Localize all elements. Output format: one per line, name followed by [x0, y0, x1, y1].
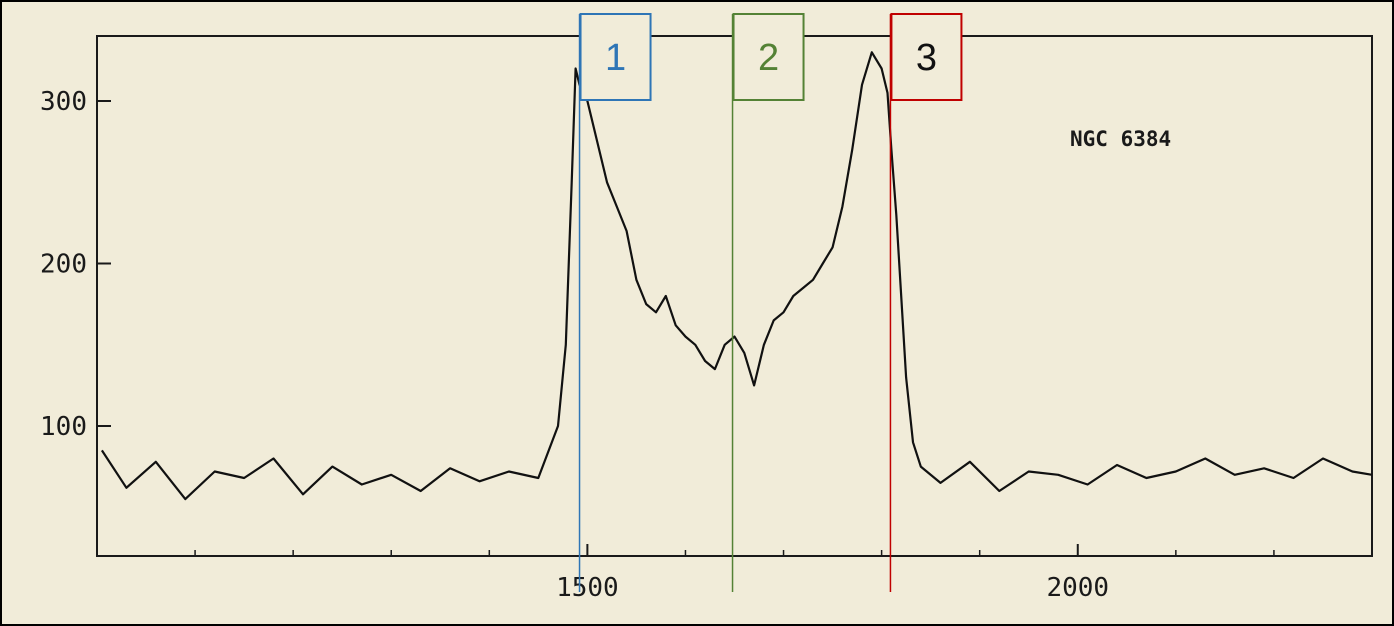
y-tick-label: 200	[40, 250, 87, 280]
y-ticks: 100 200 300	[40, 87, 111, 442]
annotation-label: NGC 6384	[1070, 127, 1171, 151]
spectrum-line	[100, 51, 1373, 501]
marker-label-3: 3	[916, 37, 937, 79]
x-ticks: 1500 2000	[194, 544, 1275, 603]
y-tick-label: 100	[40, 412, 87, 442]
marker-label-1: 1	[605, 37, 626, 79]
marker-box-3	[890, 13, 963, 101]
y-tick-label: 300	[40, 87, 87, 117]
marker-label-2: 2	[758, 37, 779, 79]
marker-box-1	[579, 13, 652, 101]
x-tick-label: 2000	[1046, 573, 1109, 603]
marker-box-2	[732, 13, 805, 101]
x-tick-label: 1500	[556, 573, 619, 603]
markers: 1 2 3	[578, 13, 963, 592]
